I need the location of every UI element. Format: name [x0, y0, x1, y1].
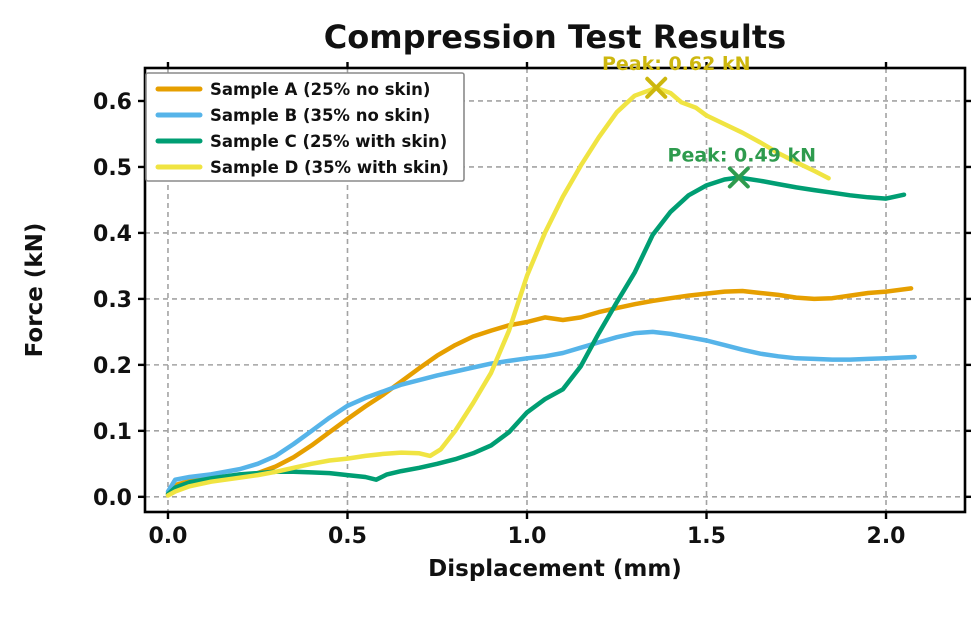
legend-label: Sample B (35% no skin) [210, 106, 430, 125]
plot-frame [143, 66, 967, 514]
x-axis-label: Displacement (mm) [428, 556, 682, 582]
legend-label: Sample A (25% no skin) [210, 80, 430, 99]
peak-annotation: Peak: 0.62 kN [602, 53, 751, 75]
series-line-1 [165, 286, 914, 496]
x-tick-label: 1.5 [687, 524, 726, 549]
peak-marker-x-icon [727, 166, 750, 189]
x-tick-label: 0.0 [148, 524, 187, 549]
peak-annotation: Peak: 0.49 kN [668, 145, 817, 167]
x-tick-label: 2.0 [867, 524, 906, 549]
y-tick-label: 0.3 [93, 288, 132, 313]
chart-title: Compression Test Results [324, 18, 786, 56]
y-tick-label: 0.5 [93, 156, 132, 181]
x-tick-label: 1.0 [508, 524, 547, 549]
y-tick-label: 0.6 [93, 90, 132, 115]
x-tick-label: 0.5 [328, 524, 367, 549]
y-tick-label: 0.4 [93, 222, 132, 247]
series-line-3 [165, 175, 907, 497]
y-tick-label: 0.1 [93, 420, 132, 445]
legend-box [145, 72, 465, 182]
series-line-2 [165, 329, 917, 494]
peak-marker-x-icon [645, 76, 668, 99]
legend-label: Sample D (35% with skin) [210, 158, 449, 177]
legend-label: Sample C (25% with skin) [210, 132, 447, 151]
y-tick-label: 0.0 [93, 486, 132, 511]
series-line-4 [165, 85, 831, 498]
y-axis-label: Force (kN) [22, 223, 48, 358]
y-tick-label: 0.2 [93, 354, 132, 379]
